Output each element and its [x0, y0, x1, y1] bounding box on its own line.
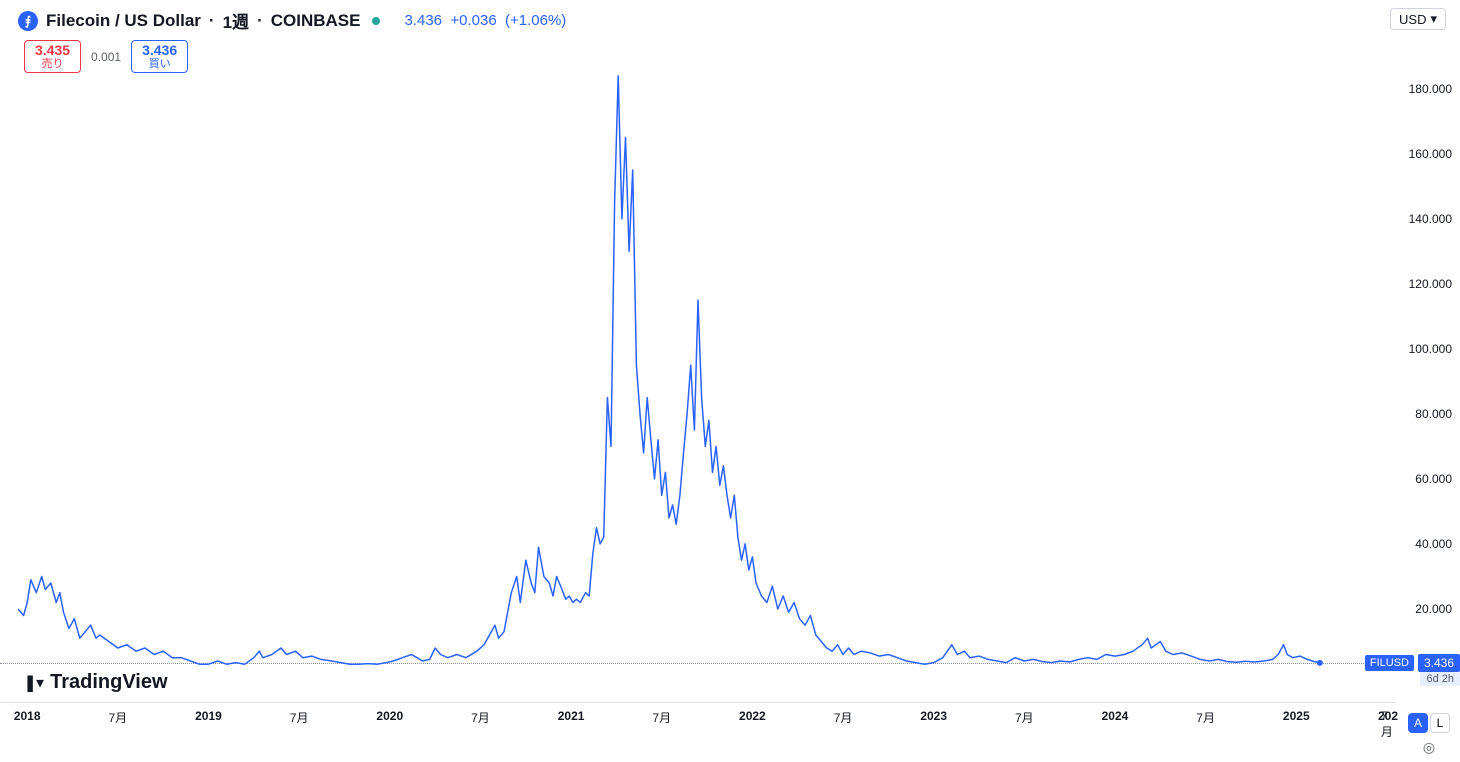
- x-axis[interactable]: 2018 7月 2019 7月 2020 7月 2021 7月 2022 7月 2023 7月 2024…: [0, 702, 1396, 762]
- dot-sep: ·: [257, 11, 263, 31]
- last-price: 3.436: [404, 12, 442, 29]
- target-icon[interactable]: ◎: [1423, 739, 1435, 756]
- filecoin-icon: ⨎: [18, 11, 38, 31]
- y-tick-label: 160.000: [1409, 147, 1452, 161]
- y-axis[interactable]: 20.000 40.000 60.000 80.000 100.000 120.000 14…: [1396, 40, 1460, 700]
- x-tick-label: 7月: [1015, 709, 1034, 726]
- x-tick-label: 2020: [376, 709, 403, 723]
- chart-header: ⨎ Filecoin / US Dollar · 1週 · COINBASE 3…: [18, 8, 566, 33]
- x-tick-label: 2024: [1102, 709, 1129, 723]
- x-tick-label: 7月: [1196, 709, 1215, 726]
- symbol-name[interactable]: Filecoin / US Dollar: [46, 11, 201, 31]
- x-tick-label: 7月: [290, 709, 309, 726]
- price-line: [0, 40, 1396, 700]
- y-tick-label: 60.000: [1415, 472, 1452, 486]
- y-tick-label: 120.000: [1409, 277, 1452, 291]
- exchange-label: COINBASE: [271, 11, 361, 31]
- x-tick-label: 2025: [1283, 709, 1310, 723]
- y-tick-label: 100.000: [1409, 342, 1452, 356]
- auto-scale-button[interactable]: A: [1408, 713, 1428, 733]
- tradingview-logo[interactable]: ❚▾ TradingView: [24, 670, 168, 694]
- y-tick-label: 40.000: [1415, 537, 1452, 551]
- x-tick-label: 202: [1378, 709, 1398, 723]
- x-tick-label: 2018: [14, 709, 41, 723]
- symbol-tag: FILUSD: [1365, 655, 1414, 671]
- y-tick-label: 180.000: [1409, 82, 1452, 96]
- axis-tools: A L ◎: [1408, 713, 1450, 756]
- x-tick-label: 2021: [558, 709, 585, 723]
- chevron-down-icon: ▾: [1430, 11, 1437, 27]
- currency-label: USD: [1399, 12, 1426, 27]
- countdown-tag: 6d 2h: [1420, 672, 1460, 686]
- chart-area[interactable]: [0, 40, 1396, 700]
- dot-sep: ·: [209, 11, 215, 31]
- x-tick-label: 7月: [834, 709, 853, 726]
- x-tick-label: 2023: [920, 709, 947, 723]
- logo-mark-icon: ❚▾: [24, 670, 44, 694]
- interval-label[interactable]: 1週: [223, 8, 249, 33]
- x-tick-label: 7月: [109, 709, 128, 726]
- x-tick-label: 2022: [739, 709, 766, 723]
- y-tick-label: 80.000: [1415, 407, 1452, 421]
- log-scale-button[interactable]: L: [1430, 713, 1450, 733]
- market-status-icon: [372, 17, 380, 25]
- price-tag: 3.436: [1418, 654, 1460, 672]
- brand-text: TradingView: [50, 671, 167, 694]
- price-info: 3.436 +0.036 (+1.06%): [404, 12, 566, 29]
- y-tick-label: 20.000: [1415, 602, 1452, 616]
- price-change-pct: (+1.06%): [505, 12, 566, 29]
- price-change: +0.036: [450, 12, 496, 29]
- x-axis-labels: 2018 7月 2019 7月 2020 7月 2021 7月 2022 7月 2023 7月 2024…: [0, 703, 1396, 727]
- x-tick-label: 7月: [471, 709, 490, 726]
- x-tick-label: 2019: [195, 709, 222, 723]
- x-tick-label: 7月: [652, 709, 671, 726]
- currency-select[interactable]: USD ▾: [1390, 8, 1446, 30]
- y-tick-label: 140.000: [1409, 212, 1452, 226]
